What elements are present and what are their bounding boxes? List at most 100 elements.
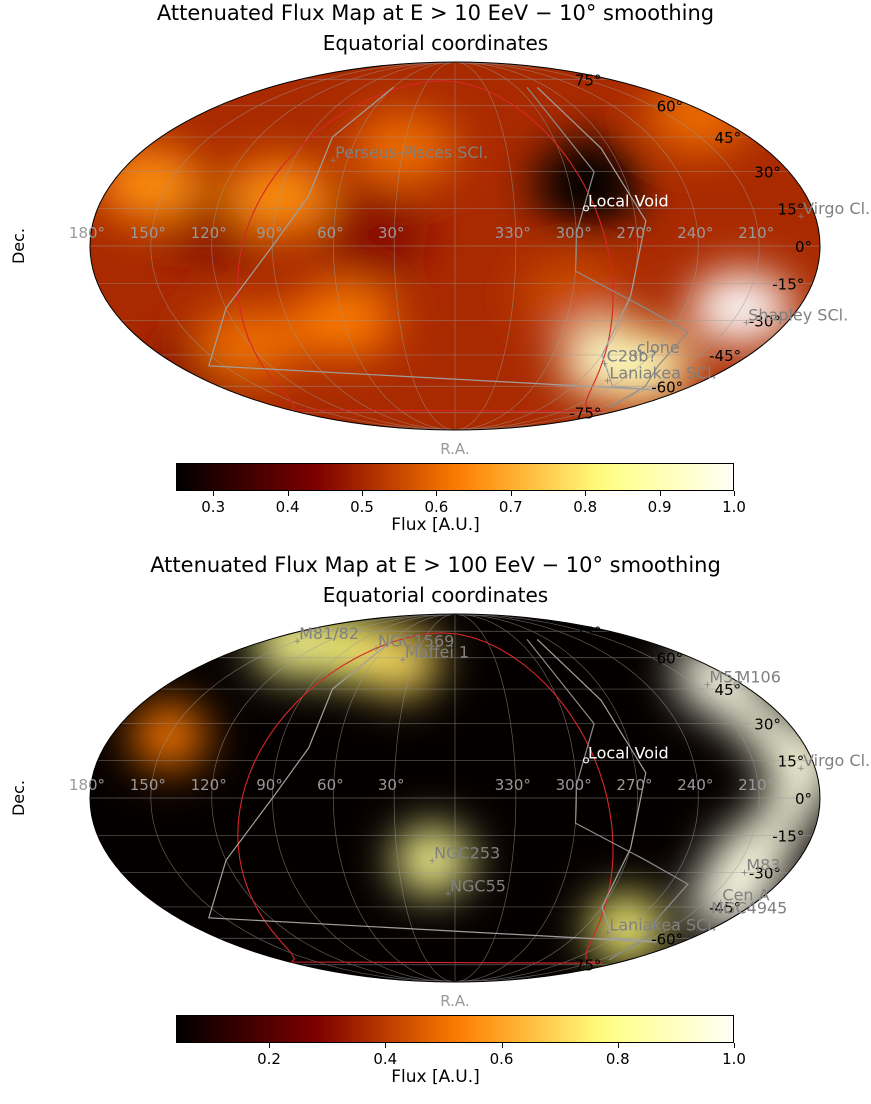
map-border [89, 61, 821, 431]
flux-map-panel-10eev: Attenuated Flux Map at E > 10 EeV − 10° … [9, 1, 870, 535]
colorbar-tick-label: 1.0 [722, 498, 746, 516]
ra-tick-label: 60° [317, 224, 344, 242]
graticule-meridian [332, 62, 456, 430]
colorbar: 0.3 0.4 0.5 0.6 0.7 0.8 0.9 1.0 [176, 463, 746, 516]
source-marker: + [797, 212, 805, 222]
chart-subtitle: Equatorial coordinates [322, 583, 549, 607]
colorbar-label: Flux [A.U.] [391, 1067, 480, 1087]
source-label: NGC253 [434, 843, 500, 862]
y-axis-label: Dec. [9, 228, 28, 264]
colorbar-tick-label: 0.6 [489, 1050, 514, 1068]
ra-tick-label: 120° [191, 224, 227, 242]
source-label: Maffei 1 [405, 643, 469, 662]
colorbar-tick-label: 1.0 [722, 1050, 746, 1068]
dec-tick-label: 0° [795, 238, 812, 256]
graticule-meridian [454, 614, 517, 982]
flux-coldspot [319, 188, 430, 279]
ra-tick-label: 60° [317, 776, 344, 794]
source-marker: + [604, 376, 612, 386]
colorbar-tick [617, 1043, 619, 1048]
graticule-meridian [150, 62, 456, 430]
colorbar-tick [362, 491, 363, 496]
colorbar-tick-label: 0.5 [350, 498, 374, 516]
flux-filament [675, 644, 820, 930]
colorbar-tick [734, 1043, 735, 1048]
colorbar-tick-label: 0.8 [605, 1050, 630, 1068]
colorbar-tick-label: 0.2 [257, 1050, 281, 1068]
source-marker: + [329, 156, 337, 166]
source-marker: + [704, 681, 712, 691]
source-label: Local Void [588, 191, 669, 210]
source-marker [582, 757, 590, 764]
source-marker: + [742, 319, 750, 329]
dec-tick-label: 60° [657, 98, 684, 116]
source-marker: + [293, 637, 301, 647]
ra-tick-label: 300° [556, 224, 592, 242]
graticule-meridian [150, 614, 456, 982]
source-marker [582, 205, 590, 212]
dec-tick-label: -15° [772, 828, 804, 846]
ra-tick-label: 210° [738, 776, 774, 794]
ra-tick-label: 240° [677, 776, 713, 794]
galactic-plane-outline [208, 86, 657, 391]
colorbar-tick [385, 1043, 387, 1048]
source-marker: + [444, 889, 452, 899]
ra-tick-label: 90° [256, 224, 283, 242]
ra-tick-label: 270° [616, 224, 652, 242]
dec-tick-label: 45° [715, 129, 742, 147]
source-marker: + [604, 928, 612, 938]
ra-tick-label: 120° [191, 776, 227, 794]
ra-tick-label: 210° [738, 224, 774, 242]
colorbar-tick [510, 491, 512, 496]
source-marker: + [428, 856, 436, 866]
ra-tick-label: 150° [130, 224, 166, 242]
colorbar-tick-label: 0.7 [498, 498, 523, 516]
mollweide-sky-map: 330° 300° 270° 240° 210° 180° 150° 120° 90° 60° 30… [9, 613, 870, 1010]
colorbar-tick-label: 0.4 [373, 1050, 398, 1068]
source-label: M51 [709, 668, 743, 687]
dec-tick-label: 15° [778, 752, 805, 770]
source-marker: + [631, 351, 639, 361]
mollweide-sky-map: 330° 300° 270° 240° 210° 180° 150° 120° 90° 60° 30… [9, 61, 870, 458]
source-label: Local Void [588, 743, 669, 762]
source-label: M106 [737, 668, 781, 687]
source-label: M83 [746, 855, 780, 874]
source-label: Virgo Cl. [803, 751, 870, 770]
source-marker: + [601, 360, 609, 370]
graticule-meridian [454, 614, 638, 982]
colorbar-tick [269, 1043, 270, 1048]
colorbar-tick-label: 0.3 [201, 498, 226, 516]
ra-tick-label: 30° [378, 776, 405, 794]
dec-tick-label: 30° [754, 716, 781, 734]
colorbar-tick [287, 491, 289, 496]
supergalactic-plane [237, 80, 614, 412]
ra-tick-label: 270° [616, 776, 652, 794]
dec-tick-label: -30° [749, 864, 781, 882]
dec-tick-label: 75° [575, 71, 602, 89]
ra-tick-label: 240° [677, 224, 713, 242]
chart-title: Attenuated Flux Map at E > 100 EeV − 10°… [150, 553, 721, 577]
graticule-meridian [454, 62, 517, 430]
dec-tick-label: 75° [575, 623, 602, 641]
ra-tick-label: 180° [69, 224, 105, 242]
graticule-meridian [211, 614, 456, 982]
dec-tick-label: -60° [651, 378, 683, 396]
source-label: Cen A [722, 885, 769, 904]
graticule-meridian [454, 614, 760, 982]
colorbar-tick-label: 0.6 [424, 498, 449, 516]
dec-tick-label: 60° [657, 650, 684, 668]
colorbar-tick-label: 0.8 [573, 498, 598, 516]
ra-tick-label: 330° [495, 224, 531, 242]
dec-tick-label: -30° [749, 312, 781, 330]
graticule-meridian [393, 614, 456, 982]
dec-tick-label: 15° [778, 200, 805, 218]
source-label: Shapley SCl. [748, 306, 848, 325]
supergalactic-plane [237, 632, 614, 964]
flux-hotspot [97, 147, 202, 220]
flux-map-panel-100eev: Attenuated Flux Map at E > 100 EeV − 10°… [0, 552, 871, 1104]
source-label: NGC4945 [711, 899, 787, 918]
galactic-plane-outline [208, 638, 657, 943]
source-label: clone [637, 338, 680, 357]
chart-subtitle: Equatorial coordinates [322, 31, 549, 55]
source-marker: + [797, 764, 805, 774]
